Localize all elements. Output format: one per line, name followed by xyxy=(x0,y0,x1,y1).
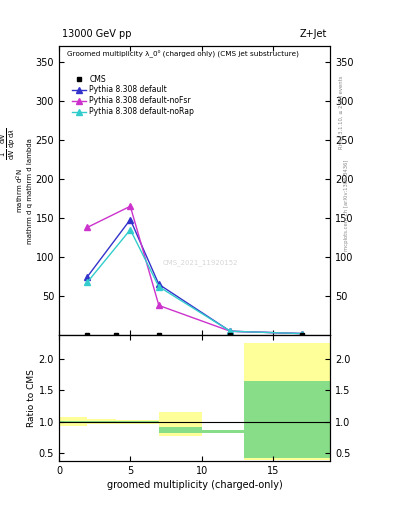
Text: mcplots.cern.ch [arXiv:1306.3436]: mcplots.cern.ch [arXiv:1306.3436] xyxy=(344,159,349,250)
Pythia 8.308 default xyxy=(228,328,233,334)
CMS xyxy=(299,332,304,338)
Pythia 8.308 default xyxy=(299,330,304,336)
Line: Pythia 8.308 default-noRap: Pythia 8.308 default-noRap xyxy=(84,226,305,337)
Text: $\frac{1}{\mathrm{d}N}\,\frac{\mathrm{d}N}{\mathrm{d}p\,\mathrm{d}\lambda}$: $\frac{1}{\mathrm{d}N}\,\frac{\mathrm{d}… xyxy=(0,127,17,160)
Text: CMS_2021_11920152: CMS_2021_11920152 xyxy=(162,260,238,266)
Pythia 8.308 default-noRap xyxy=(228,328,233,334)
Pythia 8.308 default xyxy=(128,217,133,223)
Legend: CMS, Pythia 8.308 default, Pythia 8.308 default-noFsr, Pythia 8.308 default-noRa: CMS, Pythia 8.308 default, Pythia 8.308 … xyxy=(71,73,196,118)
Pythia 8.308 default-noFsr xyxy=(156,303,161,309)
Pythia 8.308 default-noRap xyxy=(128,227,133,233)
Text: Groomed multiplicity λ_0⁰ (charged only) (CMS jet substructure): Groomed multiplicity λ_0⁰ (charged only)… xyxy=(67,49,299,57)
X-axis label: groomed multiplicity (charged-only): groomed multiplicity (charged-only) xyxy=(107,480,283,490)
Pythia 8.308 default-noFsr xyxy=(85,224,90,230)
Pythia 8.308 default-noFsr xyxy=(128,203,133,209)
Pythia 8.308 default-noFsr xyxy=(299,330,304,336)
Line: Pythia 8.308 default: Pythia 8.308 default xyxy=(84,217,305,337)
Pythia 8.308 default xyxy=(85,273,90,280)
Y-axis label: Ratio to CMS: Ratio to CMS xyxy=(27,369,36,427)
Pythia 8.308 default-noRap xyxy=(156,284,161,290)
CMS xyxy=(85,332,90,338)
Pythia 8.308 default-noRap xyxy=(299,330,304,336)
Text: 13000 GeV pp: 13000 GeV pp xyxy=(62,29,131,39)
CMS xyxy=(114,332,118,338)
Line: CMS: CMS xyxy=(85,332,304,337)
Text: Rivet 3.1.10, ≥ 2.8M events: Rivet 3.1.10, ≥ 2.8M events xyxy=(339,76,344,150)
Pythia 8.308 default-noRap xyxy=(85,279,90,285)
Pythia 8.308 default xyxy=(156,281,161,287)
Pythia 8.308 default-noFsr xyxy=(228,328,233,334)
Y-axis label: mathrm d$^2$N
mathrm d q mathrm d lambda: mathrm d$^2$N mathrm d q mathrm d lambda xyxy=(15,138,33,244)
Line: Pythia 8.308 default-noFsr: Pythia 8.308 default-noFsr xyxy=(84,203,305,337)
CMS xyxy=(156,332,161,338)
Text: Z+Jet: Z+Jet xyxy=(300,29,327,39)
CMS xyxy=(228,332,233,338)
